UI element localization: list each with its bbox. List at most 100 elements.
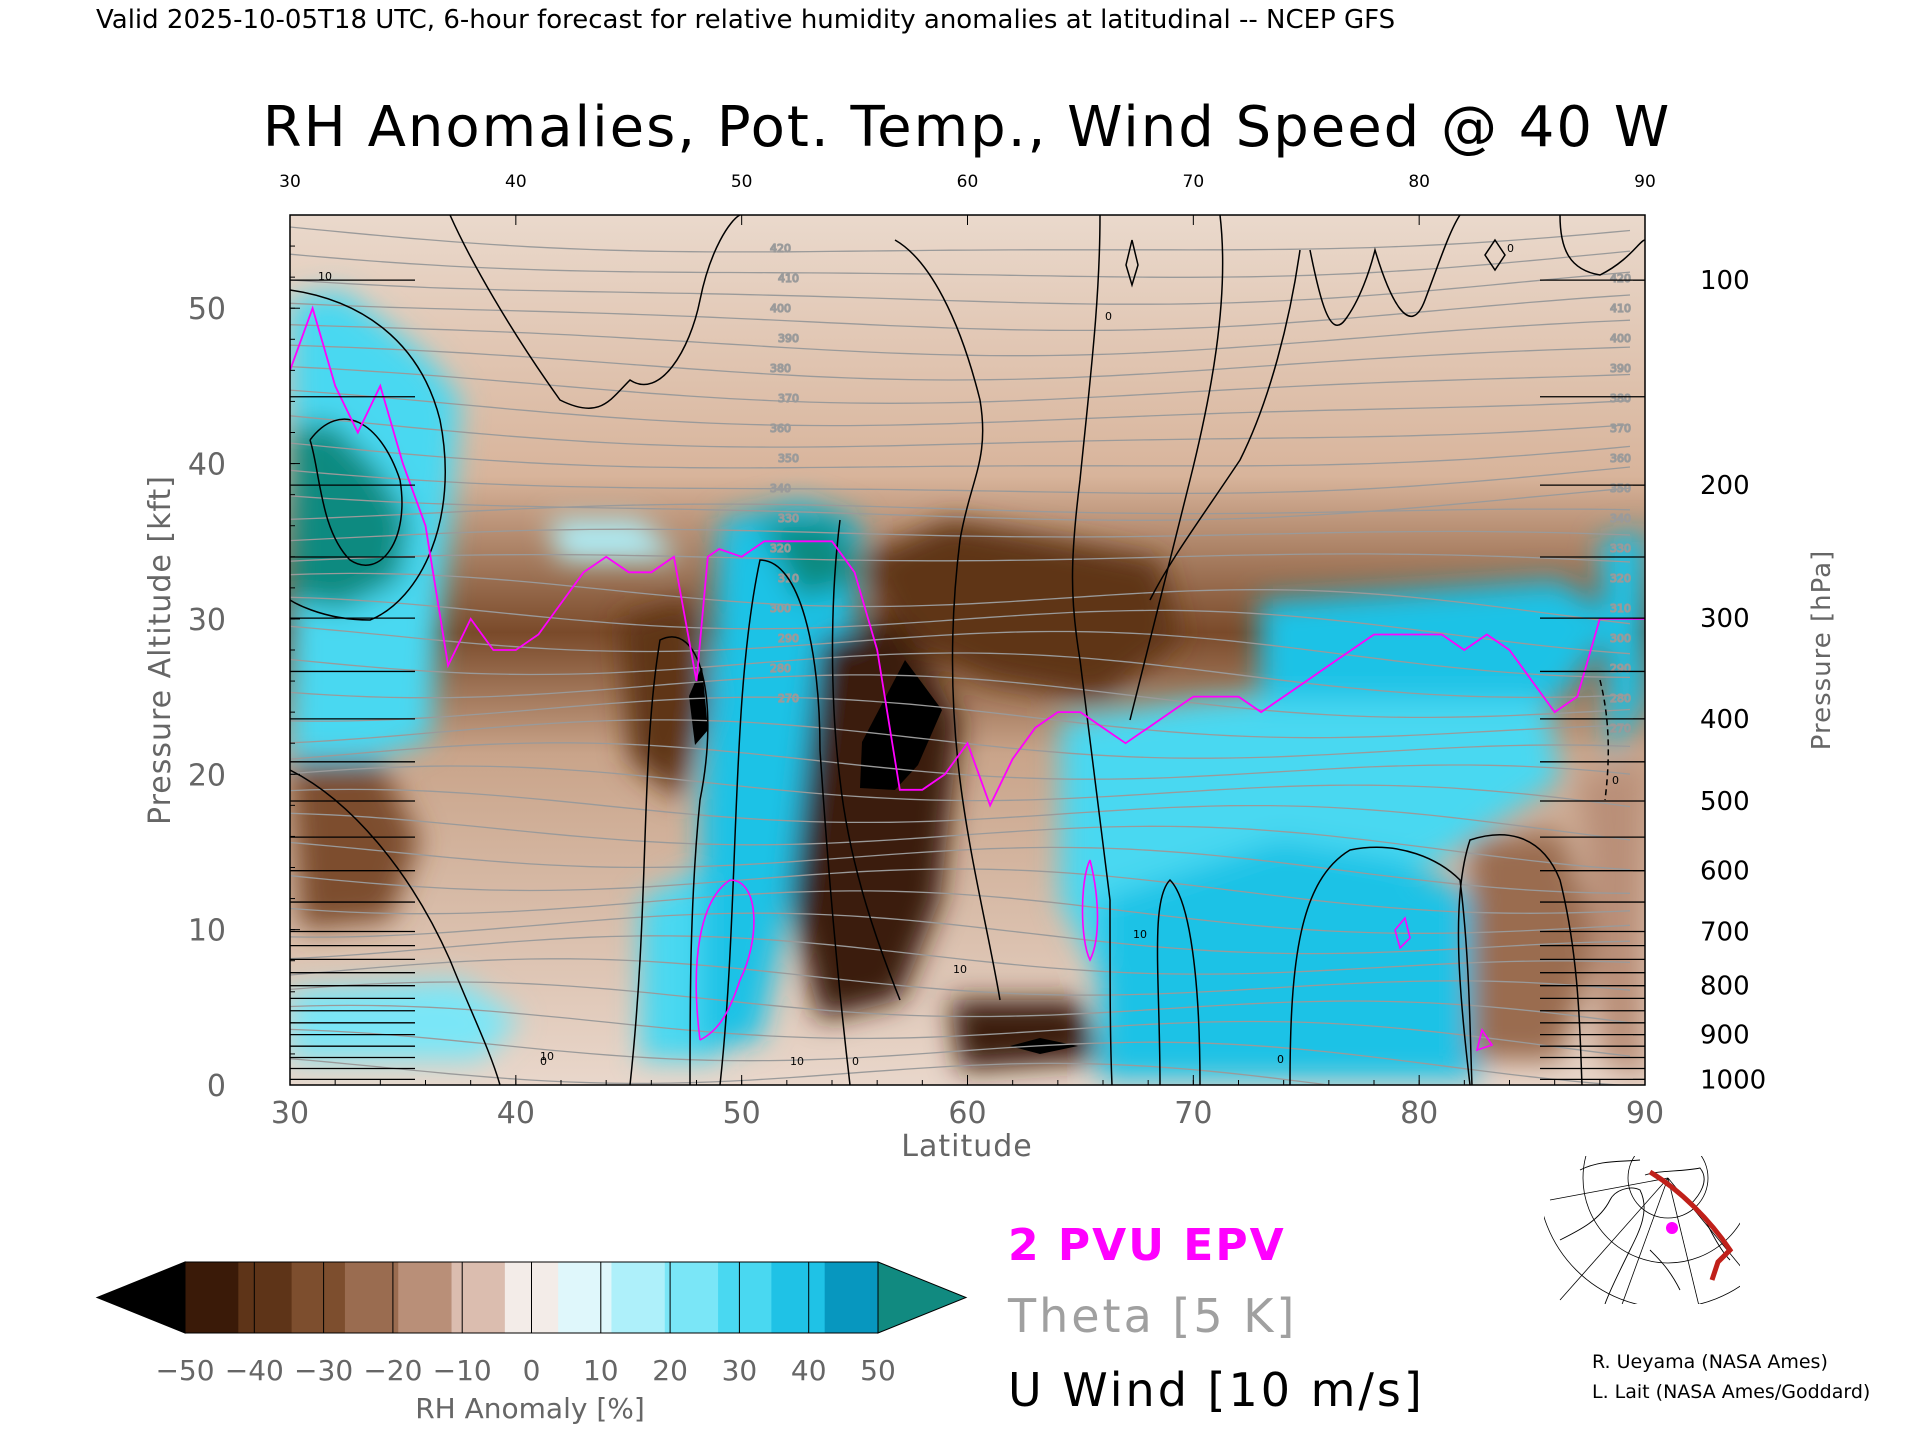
pressure-tick-label: 200 <box>1700 471 1750 501</box>
epv-2pvu-line <box>1394 916 1411 950</box>
dry-surface-62 <box>950 1000 1100 1070</box>
theta-contour <box>290 625 1631 679</box>
pressure-tick-label: 500 <box>1700 787 1750 817</box>
y-axis-left: 0 10 20 30 40 50 <box>188 245 300 1104</box>
theta-contour <box>290 788 1631 841</box>
colorbar-swatch <box>291 1262 346 1333</box>
x-axis-bottom: 30 40 50 60 70 80 90 <box>271 1075 1664 1131</box>
x-tick-top-label: 60 <box>957 172 979 192</box>
u-wind-contour <box>629 636 709 1085</box>
x-axis-label: Latitude <box>901 1129 1032 1164</box>
theta-contour <box>290 812 1631 871</box>
pressure-tick-label: 400 <box>1700 705 1750 735</box>
x-tick-label: 60 <box>948 1096 986 1131</box>
y-axis-left-label: Pressure Altitude [kft] <box>143 475 178 825</box>
colorbar-tick-label: 40 <box>791 1354 827 1387</box>
theta-contour <box>290 503 1631 520</box>
x-tick-top-label: 50 <box>731 172 753 192</box>
theta-label: 390 <box>778 332 799 345</box>
x-tick-label: 50 <box>723 1096 761 1131</box>
pressure-tick-label: 800 <box>1700 972 1750 1002</box>
u-wind-contour <box>1599 679 1610 801</box>
u-wind-label: 0 <box>540 1055 547 1068</box>
y-axis-right: 100 200 300 400 500 600 700 800 900 1000 <box>1633 266 1766 1095</box>
y-tick-label: 0 <box>207 1069 226 1104</box>
theta-label: 400 <box>770 302 791 315</box>
colorbar-swatch <box>185 1262 239 1333</box>
u-wind-contour <box>1149 249 1301 601</box>
legend-theta: Theta [5 K] <box>1007 1289 1297 1343</box>
theta-label-right: 290 <box>1610 662 1631 675</box>
theta-label-right: 400 <box>1610 332 1631 345</box>
moist-upper-east <box>1260 580 1620 700</box>
x-tick-top-label: 80 <box>1408 172 1430 192</box>
theta-contour <box>290 596 1631 655</box>
colorbar-swatch <box>344 1262 399 1333</box>
u-wind-label: 10 <box>1133 928 1147 941</box>
colorbar-tick-label: 0 <box>523 1354 541 1387</box>
colorbar-tick-label: 30 <box>722 1354 758 1387</box>
theta-label: 380 <box>770 362 791 375</box>
colorbar-tick-label: −10 <box>433 1354 492 1387</box>
theta-label: 270 <box>778 692 799 705</box>
u-wind-contour <box>1559 215 1645 276</box>
epv-2pvu-line <box>695 879 755 1041</box>
theta-label-right: 360 <box>1610 452 1631 465</box>
theta-contour <box>290 271 1631 305</box>
colorbar-low-arrow <box>95 1261 186 1334</box>
epv-2pvu-line <box>1081 859 1099 962</box>
colorbar-swatch <box>451 1262 506 1333</box>
theta-contour <box>290 553 1631 563</box>
u-wind-contour <box>719 559 851 1085</box>
theta-label-right: 380 <box>1610 392 1631 405</box>
colorbar-swatch <box>611 1262 666 1333</box>
colorbar-swatch <box>398 1262 453 1333</box>
theta-contour <box>290 466 1631 495</box>
theta-contour <box>290 935 1631 975</box>
y-tick-label: 20 <box>188 758 226 793</box>
u-wind-label: 0 <box>1507 242 1514 255</box>
theta-contour <box>290 841 1631 894</box>
colorbar-swatch <box>718 1262 772 1333</box>
theta-contour <box>290 226 1631 253</box>
moist-band-low-west <box>290 980 520 1060</box>
theta-label: 370 <box>778 392 799 405</box>
theta-label-right: 310 <box>1610 602 1631 615</box>
x-tick-top-label: 90 <box>1634 172 1656 192</box>
colorbar-tick-label: 20 <box>652 1354 688 1387</box>
dry-band-300hpa <box>860 520 1180 700</box>
u-wind-label: 10 <box>318 270 332 283</box>
theta-contour <box>290 250 1631 278</box>
epv-2pvu-line <box>290 305 1645 808</box>
theta-contour <box>290 572 1631 625</box>
colorbar-swatch <box>664 1262 719 1333</box>
theta-label-right: 370 <box>1610 422 1631 435</box>
credit-line-1: R. Ueyama (NASA Ames) <box>1592 1351 1828 1373</box>
colorbar-swatch <box>558 1262 612 1333</box>
theta-label-right: 270 <box>1610 722 1631 735</box>
plot-area: 420 420 410 410 400 400 390 390 380 380 370 370 360 3… <box>290 215 1645 1085</box>
u-wind-contour <box>1071 215 1113 1085</box>
u-wind-contour <box>1309 215 1461 327</box>
chart-title: RH Anomalies, Pot. Temp., Wind Speed @ 4… <box>263 95 1671 160</box>
x-tick-label: 40 <box>497 1096 535 1131</box>
header-text: Valid 2025-10-05T18 UTC, 6-hour forecast… <box>96 5 1395 35</box>
theta-label: 300 <box>770 602 791 615</box>
pressure-tick-label: 600 <box>1700 857 1750 887</box>
theta-label: 360 <box>770 422 791 435</box>
theta-contour <box>290 719 1631 759</box>
u-wind-contour <box>290 769 501 1085</box>
theta-contour <box>290 890 1631 934</box>
y-tick-label: 40 <box>188 448 226 483</box>
u-wind-contour <box>1289 846 1473 1085</box>
u-wind-contour <box>1156 878 1201 1085</box>
colorbar-swatch <box>771 1262 826 1333</box>
pressure-tick-label: 700 <box>1700 918 1750 948</box>
u-wind-contour <box>1129 215 1224 721</box>
y-tick-label: 10 <box>188 914 226 949</box>
theta-contour <box>290 912 1631 955</box>
dry-extreme-58n <box>860 660 942 790</box>
theta-label-right: 330 <box>1610 542 1631 555</box>
y-tick-label: 50 <box>188 292 226 327</box>
theta-label-right: 300 <box>1610 632 1631 645</box>
